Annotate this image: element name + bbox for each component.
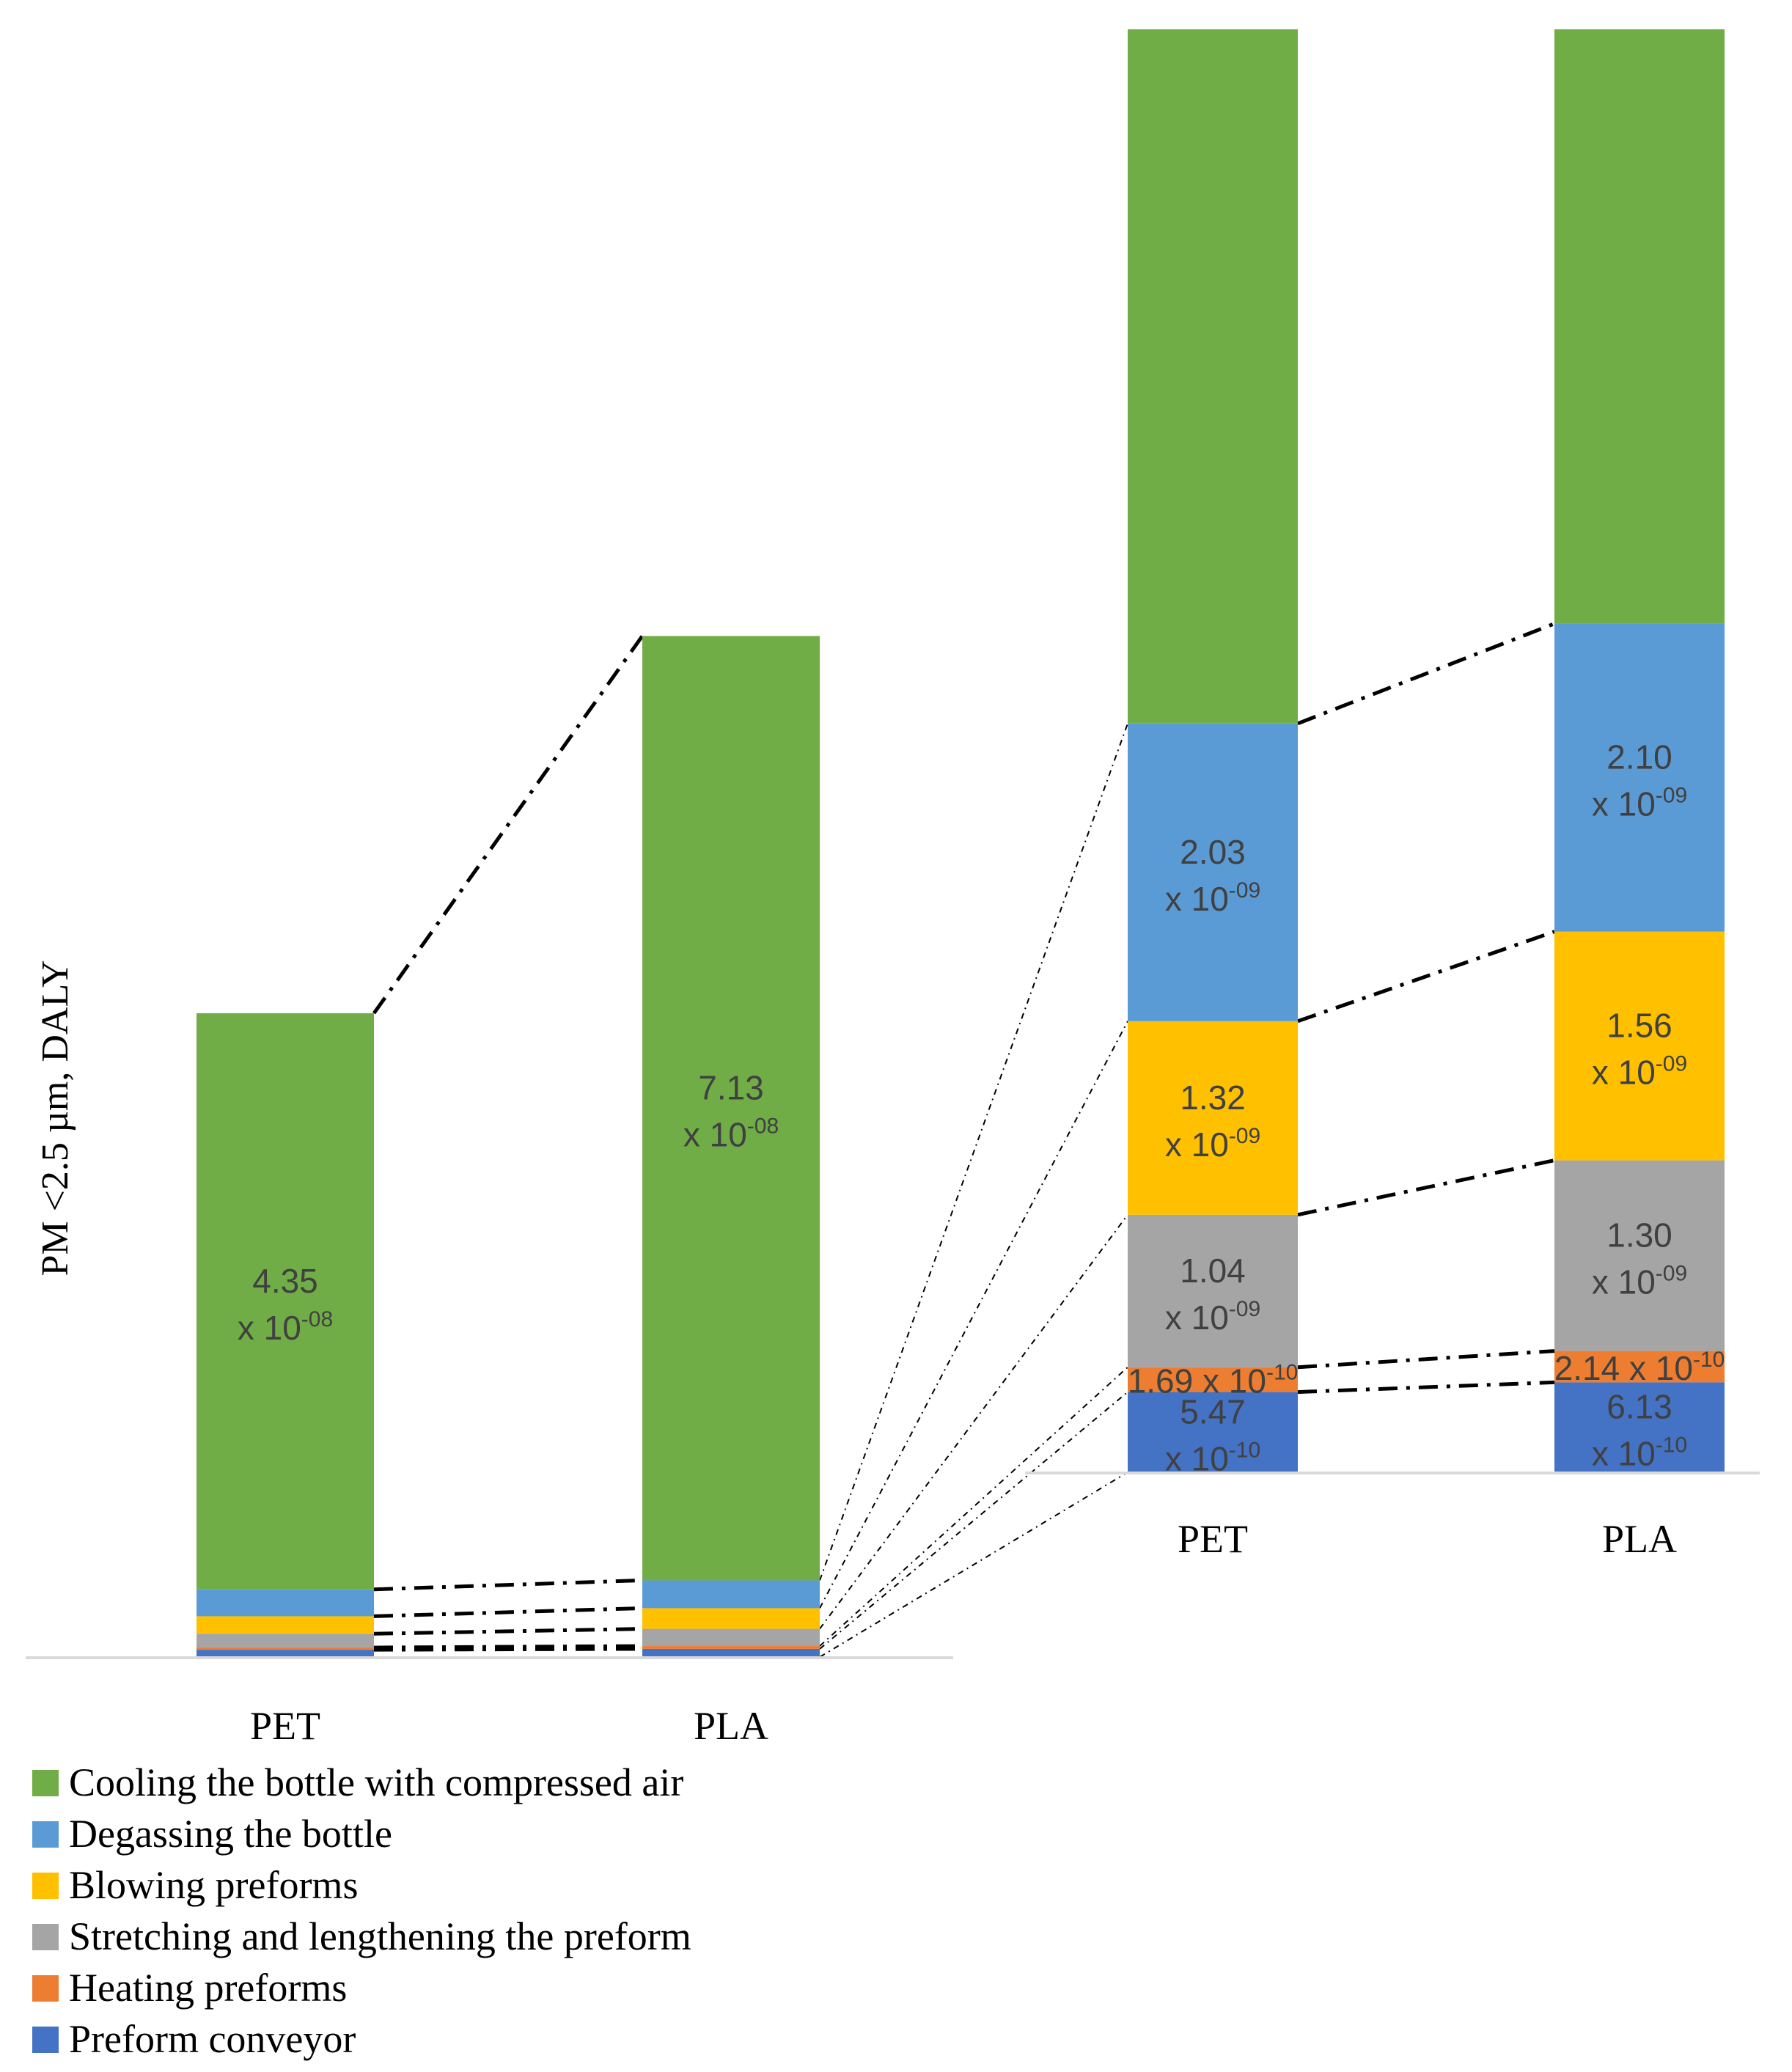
- overview-data-label-pet-5-exponent: x 10-08: [238, 1307, 333, 1347]
- overview-bar-pla-degassing-the-bottle: [642, 1580, 820, 1609]
- overview-bar-pet-cooling-the-bottle-with-compressed-air: [197, 1013, 374, 1590]
- overview-bar-pla-stretching-and-lengthening-the-preform: [642, 1628, 820, 1647]
- overview-data-label-pet-5-value: 4.35: [252, 1262, 318, 1300]
- zoom-data-label-pla-0-exponent: x 10-10: [1592, 1433, 1687, 1473]
- data-labels: 4.35 x 10-08 7.13 x 10-08 5.47 x 10-10 6.13 x 1…: [238, 738, 1725, 1478]
- overview-bar-pet-stretching-and-lengthening-the-preform: [197, 1634, 374, 1648]
- stacked-bars: [197, 29, 1725, 1657]
- zoom-bar-pla-stretching-and-lengthening-the-preform: [1554, 1160, 1725, 1351]
- overview-tick-label-pet: PET: [250, 1704, 320, 1748]
- zoom-connector-2: [1297, 1349, 1555, 1370]
- overview-bar-pla-blowing-preforms: [642, 1608, 820, 1629]
- overview-connector-5: [373, 1578, 643, 1592]
- zoom-connector-1: [1297, 1380, 1555, 1395]
- zoom-connector-5: [1297, 622, 1555, 726]
- legend-swatch-5: [32, 2027, 59, 2053]
- connector-lines: [372, 622, 1555, 1658]
- overview-bar-pet-preform-conveyor: [197, 1650, 374, 1657]
- zoom-data-label-pet-2-value: 1.04: [1180, 1252, 1246, 1290]
- zoom-data-label-pet-1: 1.69 x 10-10: [1128, 1361, 1299, 1400]
- zoom-data-label-pet-0-exponent: x 10-10: [1165, 1438, 1260, 1477]
- zoom-bar-pet-preform-conveyor: [1128, 1392, 1298, 1472]
- zoom-fan-line-4: [819, 1021, 1128, 1609]
- zoom-fan-line-3: [819, 1214, 1128, 1630]
- zoom-data-label-pla-0-value: 6.13: [1606, 1388, 1672, 1426]
- overview-connector-2: [373, 1644, 643, 1650]
- zoom-data-label-pet-4-exponent: x 10-09: [1165, 878, 1260, 918]
- zoom-data-label-pla-2-value: 1.30: [1606, 1216, 1672, 1254]
- legend-label-2: Blowing preforms: [69, 1863, 358, 1907]
- overview-data-label-pla-5-exponent: x 10-08: [683, 1114, 779, 1153]
- legend-swatch-2: [32, 1873, 59, 1899]
- overview-data-label-pla-5-value: 7.13: [698, 1068, 764, 1106]
- zoom-data-label-pet-4-value: 2.03: [1180, 833, 1246, 871]
- zoom-data-label-pla-4-value: 2.10: [1606, 738, 1672, 776]
- legend-swatch-1: [32, 1821, 59, 1848]
- legend-swatch-0: [32, 1770, 59, 1796]
- zoom-data-label-pet-2-exponent: x 10-09: [1165, 1297, 1260, 1337]
- zoom-connector-4: [1297, 930, 1555, 1024]
- zoom-fan-line-1: [819, 1391, 1128, 1650]
- overview-bar-pet-degassing-the-bottle: [197, 1589, 374, 1617]
- legend-label-0: Cooling the bottle with compressed air: [69, 1760, 683, 1804]
- overview-connector-top: [372, 635, 645, 1015]
- legend-swatch-4: [32, 1975, 59, 2002]
- zoom-bar-pet-blowing-preforms: [1128, 1021, 1298, 1215]
- legend-label-5: Preform conveyor: [69, 2017, 356, 2061]
- zoom-bar-pla-degassing-the-bottle: [1554, 623, 1725, 932]
- legend: Cooling the bottle with compressed air De…: [32, 1760, 691, 2061]
- legend-label-3: Stretching and lengthening the preform: [69, 1914, 691, 1958]
- zoom-bar-pet-stretching-and-lengthening-the-preform: [1128, 1214, 1298, 1367]
- zoom-data-label-pla-4-exponent: x 10-09: [1592, 784, 1687, 823]
- zoom-fan-line-2: [819, 1367, 1128, 1647]
- legend-label-1: Degassing the bottle: [69, 1812, 392, 1856]
- zoom-data-label-pla-2-exponent: x 10-09: [1592, 1262, 1687, 1301]
- zoom-bar-pla-preform-conveyor: [1554, 1382, 1725, 1472]
- legend-swatch-3: [32, 1924, 59, 1950]
- zoom-data-label-pla-3-exponent: x 10-09: [1592, 1052, 1687, 1092]
- zoom-bar-pet-heating-preforms: [1128, 1367, 1298, 1392]
- overview-bar-pet-heating-preforms: [197, 1647, 374, 1650]
- overview-connector-1: [373, 1647, 643, 1652]
- zoom-bar-pet-degassing-the-bottle: [1128, 723, 1298, 1021]
- zoom-data-label-pet-0-value: 5.47: [1180, 1392, 1246, 1430]
- overview-connector-4: [373, 1606, 643, 1618]
- y-axis-label: PM <2.5 µm, DALY: [34, 960, 76, 1276]
- overview-tick-label-pla: PLA: [694, 1704, 768, 1748]
- zoom-bar-pla-cooling-the-bottle-with-compressed-air: [1554, 29, 1725, 624]
- category-tick-labels: PET PLA PET PLA: [250, 1517, 1677, 1748]
- zoom-bar-pla-blowing-preforms: [1554, 931, 1725, 1161]
- zoom-bar-pla-heating-preforms: [1554, 1351, 1725, 1383]
- zoom-tick-label-pet: PET: [1178, 1517, 1248, 1561]
- overview-bar-pla-preform-conveyor: [642, 1648, 820, 1657]
- zoom-data-label-pet-3-exponent: x 10-09: [1165, 1124, 1260, 1164]
- legend-label-4: Heating preforms: [69, 1966, 347, 2010]
- zoom-connector-3: [1297, 1158, 1555, 1217]
- zoom-data-label-pla-3-value: 1.56: [1606, 1007, 1672, 1045]
- zoom-fan-line-0: [819, 1472, 1128, 1658]
- overview-connector-3: [373, 1627, 643, 1636]
- axes: [26, 1472, 1760, 1659]
- overview-bar-pla-cooling-the-bottle-with-compressed-air: [642, 636, 820, 1581]
- zoom-bar-pet-cooling-the-bottle-with-compressed-air: [1128, 29, 1298, 724]
- zoom-data-label-pet-3-value: 1.32: [1180, 1079, 1246, 1117]
- zoom-fan-line-5: [819, 723, 1128, 1581]
- zoom-data-label-pla-1: 2.14 x 10-10: [1554, 1348, 1725, 1387]
- overview-bar-pet-blowing-preforms: [197, 1616, 374, 1634]
- zoom-tick-label-pla: PLA: [1602, 1517, 1677, 1561]
- overview-bar-pla-heating-preforms: [642, 1646, 820, 1649]
